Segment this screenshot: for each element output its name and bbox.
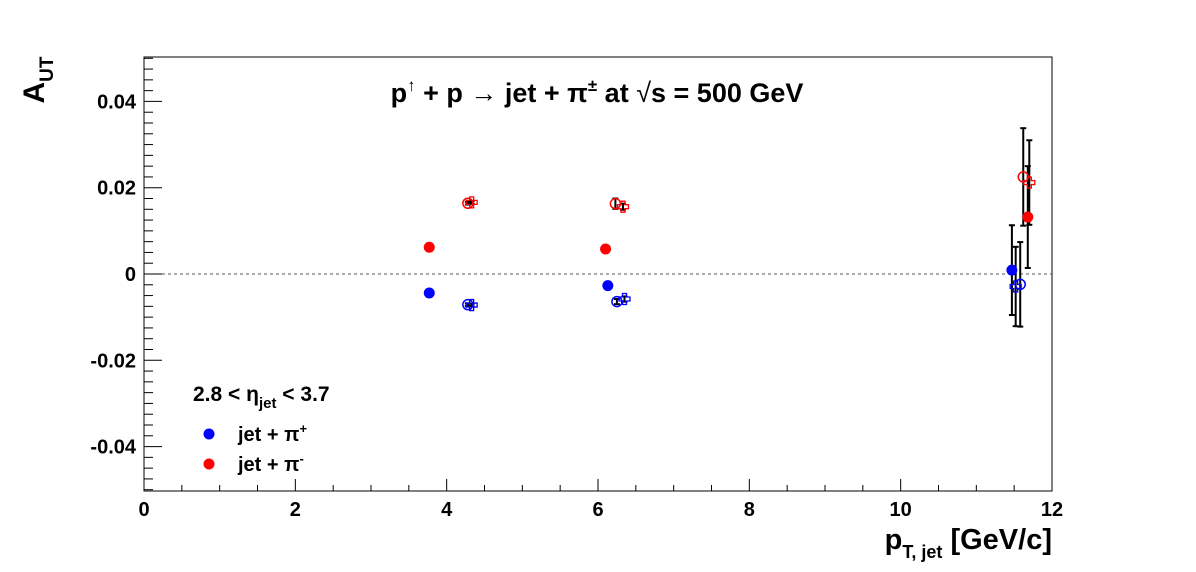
y-tick-label: 0 — [125, 264, 136, 286]
legend-marker-pi-plus — [203, 428, 215, 440]
x-tick-label: 12 — [1041, 499, 1063, 521]
data-point — [423, 241, 435, 253]
data-point — [602, 280, 614, 292]
axis-tick-labels: 0 2 4 6 8 10 12 -0.04 -0.02 0 0.02 0.04 — [90, 91, 1063, 521]
data-point — [600, 243, 612, 255]
y-tick-label: 0.04 — [97, 91, 137, 113]
y-tick-label: -0.02 — [90, 350, 136, 372]
legend-label-pi-plus: jet + π+ — [237, 421, 307, 446]
data-point — [465, 196, 478, 209]
x-tick-label: 10 — [890, 499, 912, 521]
data-markers — [423, 171, 1036, 312]
legend-marker-pi-minus — [203, 458, 215, 470]
data-point — [1014, 278, 1026, 291]
chart-title: p↑ + p → jet + π± at √s = 500 GeV — [391, 76, 804, 108]
x-tick-label: 8 — [744, 499, 755, 521]
legend: jet + π+ jet + π- — [203, 421, 307, 476]
y-tick-label: -0.04 — [90, 437, 136, 459]
data-point — [465, 298, 478, 312]
data-point — [618, 292, 631, 306]
eta-range-label: 2.8 < ηjet < 3.7 — [193, 383, 330, 412]
x-axis-label: pT, jet [GeV/c] — [885, 524, 1052, 562]
x-tick-label: 4 — [441, 499, 453, 521]
data-point — [1023, 176, 1036, 189]
y-tick-label: 0.02 — [97, 178, 136, 200]
axis-ticks — [143, 57, 1053, 491]
y-axis-label: AUT — [18, 56, 58, 103]
data-point — [462, 298, 474, 311]
data-point — [423, 287, 435, 299]
data-point — [1006, 264, 1018, 276]
data-point — [616, 200, 630, 213]
error-bars — [426, 127, 1033, 328]
data-point — [462, 197, 474, 209]
data-point — [1009, 280, 1022, 293]
legend-label-pi-minus: jet + π- — [237, 451, 304, 476]
x-tick-label: 6 — [592, 499, 603, 521]
x-tick-label: 0 — [138, 499, 149, 521]
data-point — [1022, 211, 1034, 223]
x-tick-label: 2 — [290, 499, 301, 521]
